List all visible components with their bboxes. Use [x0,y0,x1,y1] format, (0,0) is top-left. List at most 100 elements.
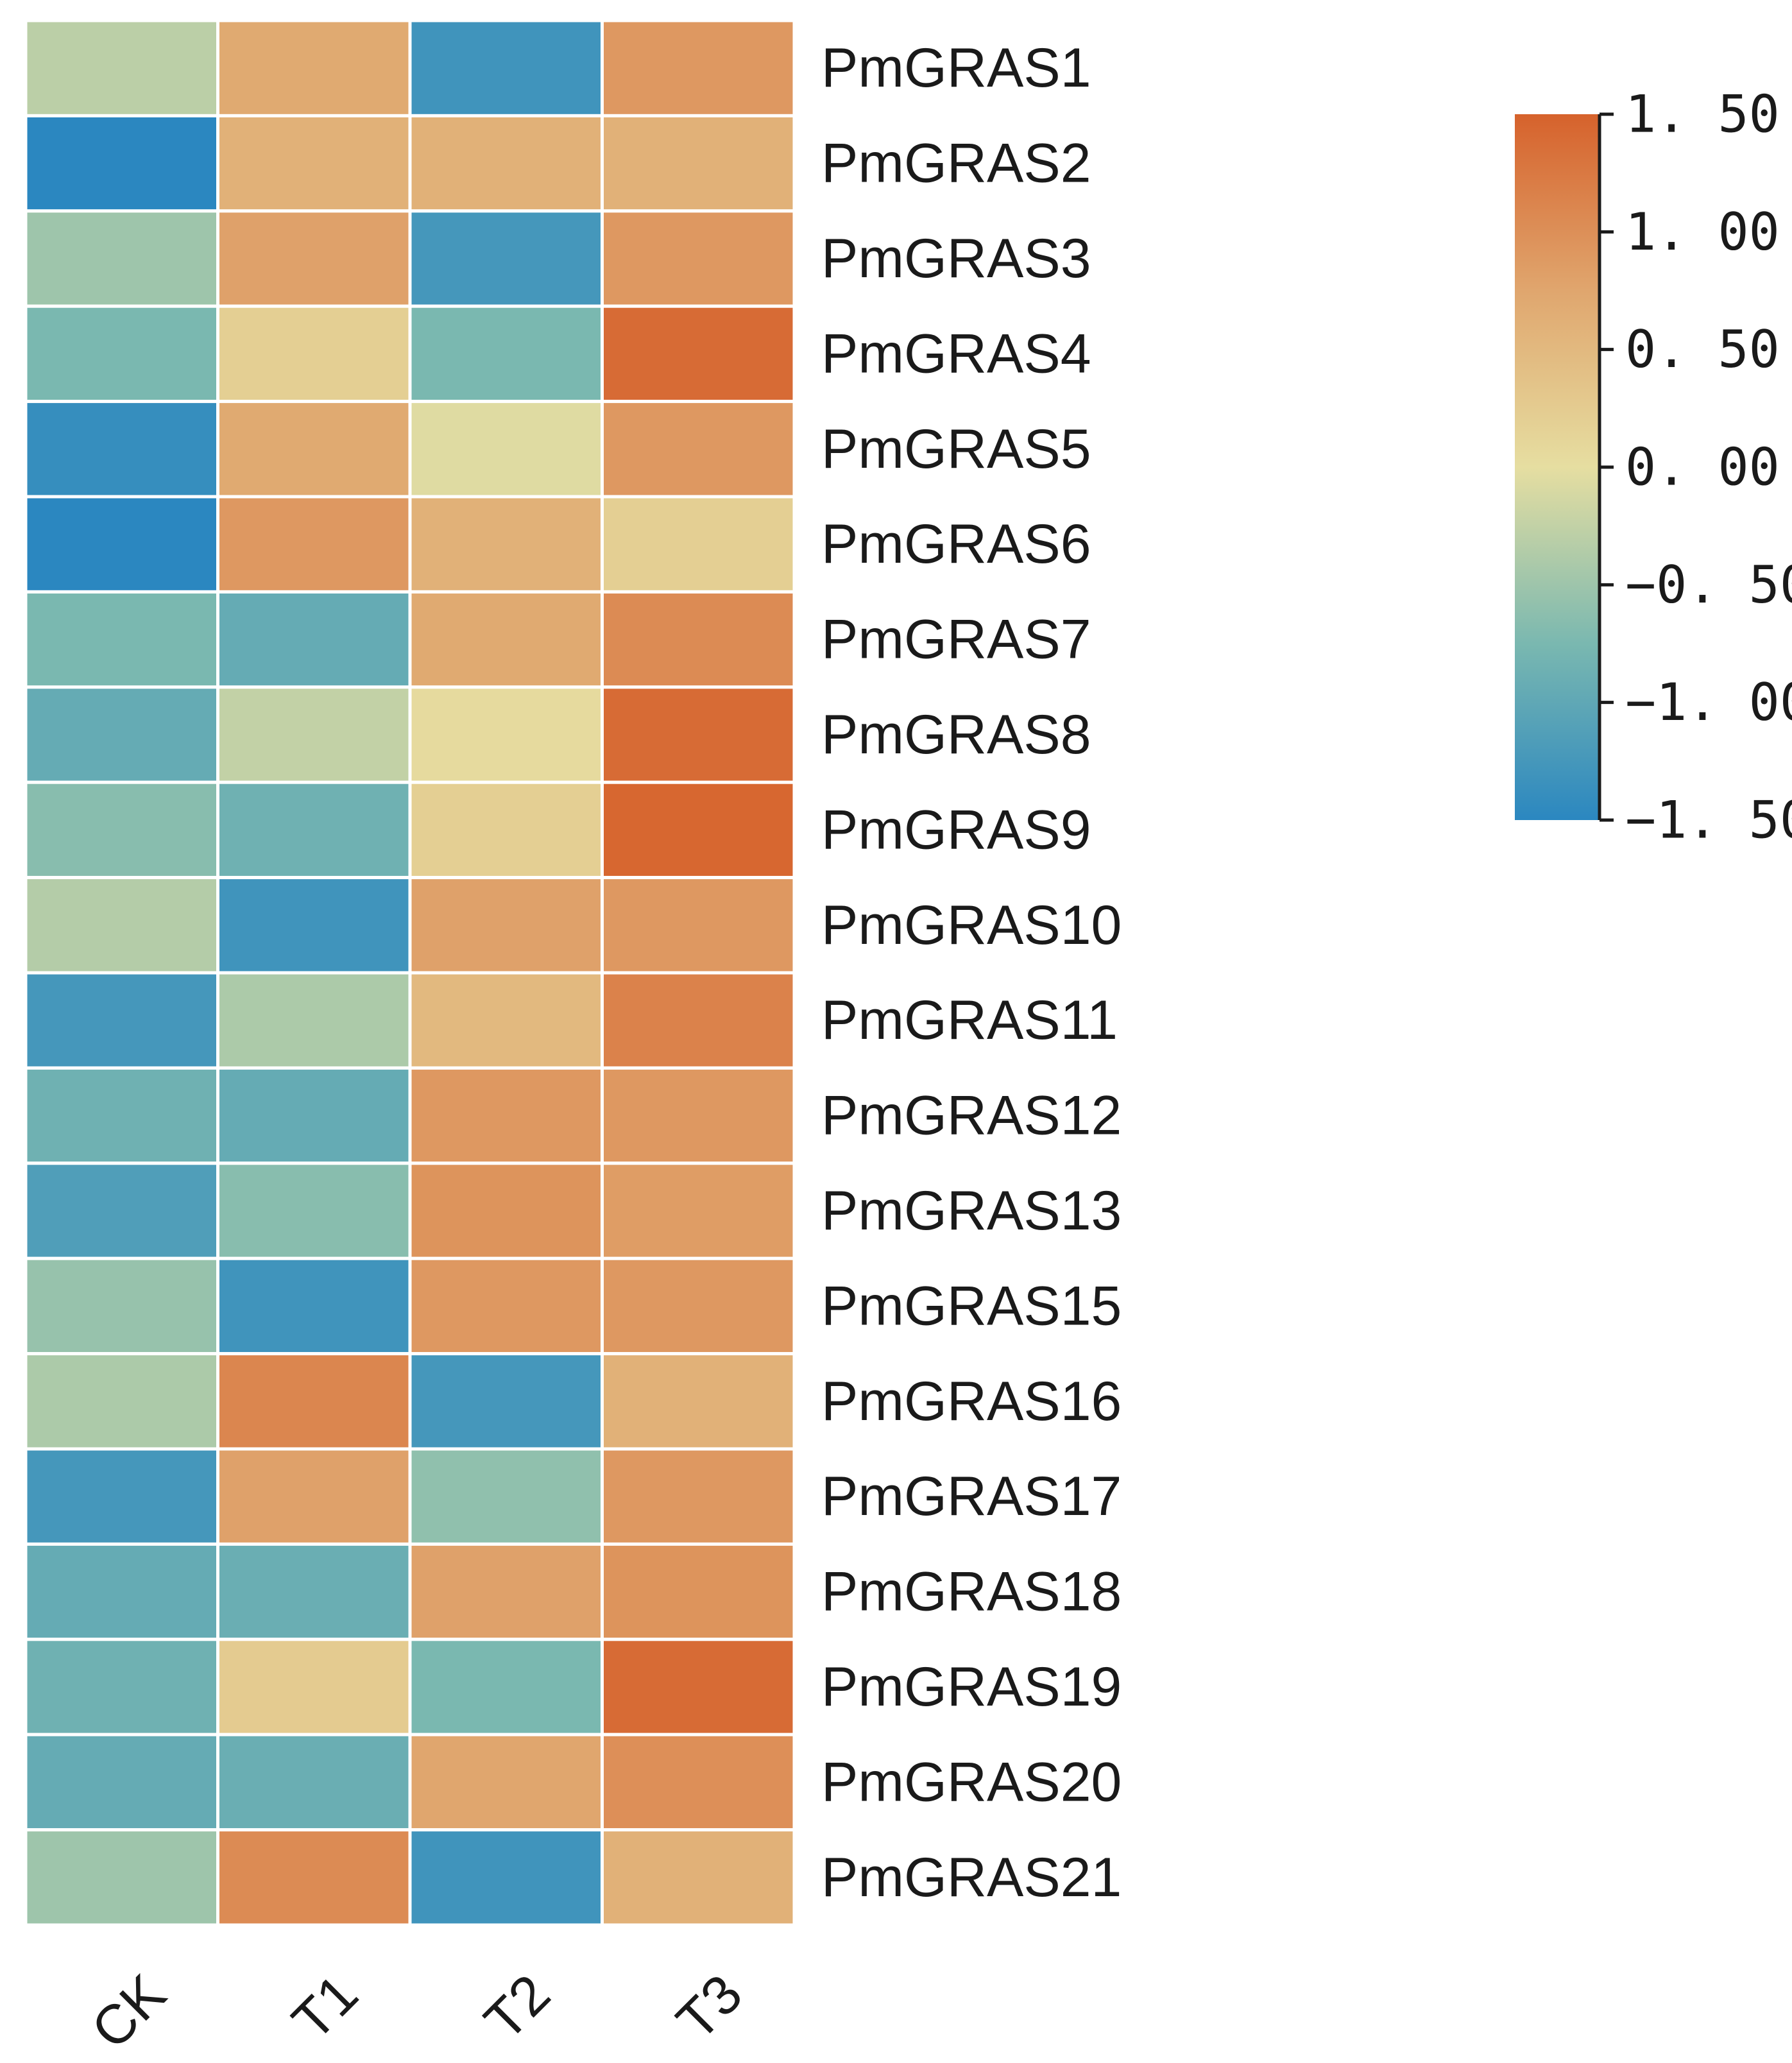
heatmap-cell [216,1066,412,1165]
colorbar: 1. 50 1. 00 0. 50 0. 00 −0. 50 −1. 00 −1. 50 [1515,85,1792,850]
heatmap-cell [601,1733,796,1832]
column-label: T2 [473,1963,562,2052]
heatmap-cell [601,1066,796,1165]
heatmap-cell [24,1352,219,1451]
heatmap-cell [408,304,604,404]
heatmap-cell [216,1638,412,1736]
row-labels: PmGRAS1 PmGRAS2 PmGRAS3 PmGRAS4 PmGRAS5 PmGRA… [821,37,1122,1908]
heatmap-cell [216,1733,412,1832]
heatmap-cell [601,1447,796,1546]
heatmap-cell [408,1256,604,1356]
colorbar-tick-label: −1. 50 [1625,791,1792,850]
heatmap-cell [601,876,796,975]
row-label: PmGRAS15 [821,1275,1122,1337]
heatmap-cell [601,209,796,308]
row-label: PmGRAS16 [821,1371,1122,1432]
colorbar-tick-label: −0. 50 [1625,555,1792,615]
heatmap-cell [408,400,604,499]
heatmap-cell [408,1542,604,1641]
colorbar-tick-label: 1. 00 [1625,202,1780,262]
heatmap-cell [601,1352,796,1451]
heatmap-cell [601,1161,796,1260]
heatmap-cell [601,780,796,880]
row-label: PmGRAS12 [821,1085,1122,1147]
heatmap-cell [408,1161,604,1260]
heatmap-cell [24,495,219,594]
heatmap-cell [216,1828,412,1927]
row-label: PmGRAS11 [821,989,1118,1051]
heatmap-cell [408,590,604,689]
heatmap-cells [24,19,796,1927]
heatmap-cell [24,1542,219,1641]
heatmap-cell [24,1066,219,1165]
heatmap-cell [24,400,219,499]
row-label: PmGRAS10 [821,895,1122,956]
heatmap-cell [24,19,219,117]
heatmap-cell [601,1828,796,1927]
row-label: PmGRAS19 [821,1656,1122,1718]
heatmap-cell [601,971,796,1070]
heatmap-cell [601,1542,796,1641]
row-label: PmGRAS7 [821,609,1091,671]
heatmap-cell [216,1447,412,1546]
row-label: PmGRAS8 [821,704,1091,766]
heatmap-cell [601,495,796,594]
heatmap-cell [601,304,796,404]
heatmap-cell [216,590,412,689]
heatmap-cell [24,1161,219,1260]
heatmap-cell [24,304,219,404]
heatmap-cell [24,590,219,689]
heatmap-cell [408,685,604,784]
colorbar-ticks: 1. 50 1. 00 0. 50 0. 00 −0. 50 −1. 00 −1. 50 [1600,85,1792,850]
colorbar-bar [1515,114,1600,820]
heatmap-cell [408,1447,604,1546]
heatmap-cell [408,1638,604,1736]
heatmap-cell [408,971,604,1070]
colorbar-tick-label: 0. 50 [1625,320,1780,379]
heatmap-cell [216,876,412,975]
column-labels: CK T1 T2 T3 [80,1963,754,2060]
heatmap-cell [601,400,796,499]
heatmap-cell [216,114,412,213]
column-label: CK [80,1963,177,2060]
row-label: PmGRAS4 [821,323,1091,384]
heatmap-cell [408,876,604,975]
colorbar-tick-label: −1. 00 [1625,672,1792,732]
heatmap-cell [24,971,219,1070]
heatmap-cell [408,209,604,308]
row-label: PmGRAS3 [821,228,1091,289]
heatmap-cell [24,114,219,213]
heatmap-cell [408,1352,604,1451]
heatmap-cell [601,590,796,689]
heatmap-cell [24,1733,219,1832]
colorbar-tick-label: 1. 50 [1625,85,1780,144]
row-label: PmGRAS20 [821,1751,1122,1813]
row-label: PmGRAS13 [821,1180,1122,1242]
colorbar-tick-label: 0. 00 [1625,438,1780,497]
heatmap-cell [601,1638,796,1736]
heatmap-cell [24,780,219,880]
heatmap-cell [408,1828,604,1927]
heatmap-cell [601,114,796,213]
heatmap-cell [216,1161,412,1260]
heatmap-cell [24,685,219,784]
row-label: PmGRAS18 [821,1561,1122,1623]
heatmap-cell [24,1256,219,1356]
row-label: PmGRAS17 [821,1466,1122,1527]
row-label: PmGRAS2 [821,133,1091,194]
column-label: T1 [280,1963,370,2052]
heatmap-cell [216,1256,412,1356]
heatmap-cell [408,114,604,213]
heatmap-cell [408,780,604,880]
heatmap-cell [216,209,412,308]
column-label: T3 [665,1963,754,2052]
heatmap-cell [216,304,412,404]
heatmap-cell [408,1733,604,1832]
row-label: PmGRAS6 [821,513,1091,575]
heatmap-cell [601,19,796,117]
heatmap-cell [24,876,219,975]
heatmap-cell [24,1638,219,1736]
heatmap-cell [24,1828,219,1927]
row-label: PmGRAS21 [821,1847,1122,1908]
